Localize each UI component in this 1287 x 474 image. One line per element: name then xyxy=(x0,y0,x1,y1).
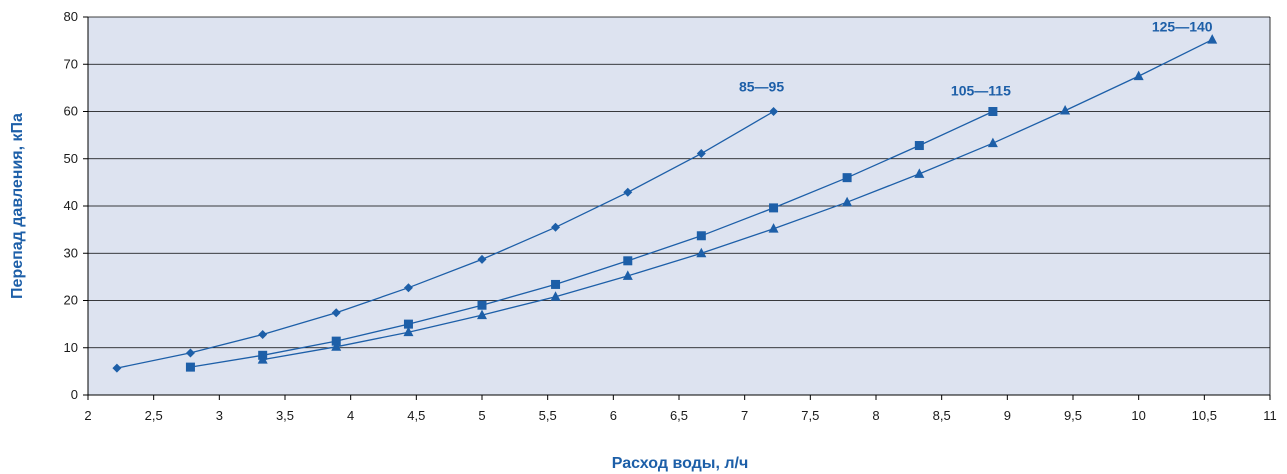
data-point xyxy=(988,107,998,116)
data-point xyxy=(403,326,414,337)
data-point xyxy=(914,168,925,178)
x-tick-labels: 2 2,5 3 3,5 4 4,5 5 5,5 6 6,5 7 7,5 8 8,5 9 9,5 10 10,5 11 xyxy=(84,408,1276,423)
y-tick-label: 40 xyxy=(64,198,78,213)
x-tick-label: 10,5 xyxy=(1192,408,1217,423)
data-point xyxy=(1060,105,1071,115)
data-point xyxy=(331,308,341,318)
data-point xyxy=(1133,70,1144,81)
data-point xyxy=(842,173,852,183)
data-point xyxy=(403,319,413,329)
data-point xyxy=(331,336,341,346)
series-square xyxy=(185,107,998,372)
data-point xyxy=(550,291,561,301)
x-tick-label: 2 xyxy=(84,408,91,423)
series-label: 105—115 xyxy=(951,83,1011,99)
x-tick-label: 2,5 xyxy=(145,408,163,423)
data-point xyxy=(696,231,706,241)
y-tick-label: 20 xyxy=(64,293,78,308)
data-point xyxy=(769,203,779,213)
data-point xyxy=(551,222,561,232)
data-point xyxy=(623,256,633,266)
series-line xyxy=(262,39,1213,361)
x-tick-label: 8,5 xyxy=(933,408,951,423)
data-point xyxy=(257,354,268,364)
y-tick-label: 70 xyxy=(64,56,78,71)
y-tick-labels: 0 10 20 30 40 50 60 70 80 xyxy=(64,9,78,402)
series-layer xyxy=(112,34,1218,373)
data-point xyxy=(842,196,853,207)
y-tick-label: 10 xyxy=(64,340,78,355)
x-tick-label: 5,5 xyxy=(539,408,557,423)
data-point xyxy=(185,362,195,372)
series-label: 85—95 xyxy=(739,79,784,95)
x-tick-label: 4,5 xyxy=(407,408,425,423)
y-tick-label: 80 xyxy=(64,9,78,24)
data-point xyxy=(769,107,779,116)
x-tick-label: 10 xyxy=(1131,408,1145,423)
series-label-layer: 85—95 105—115 125—140 xyxy=(739,19,1213,99)
data-point xyxy=(477,309,487,320)
data-point xyxy=(477,300,487,310)
x-tick-label: 5 xyxy=(478,408,485,423)
data-point xyxy=(258,330,268,340)
data-point xyxy=(331,341,342,351)
data-point xyxy=(696,149,706,159)
x-tick-label: 3 xyxy=(216,408,223,423)
x-tick-label: 9 xyxy=(1004,408,1011,423)
y-tick-label: 50 xyxy=(64,151,78,166)
data-point xyxy=(1207,34,1218,44)
y-axis-title: Перепад давления, кПа xyxy=(9,113,26,299)
x-tick-label: 11 xyxy=(1263,408,1277,423)
data-point xyxy=(696,247,707,258)
x-tick-label: 6 xyxy=(610,408,617,423)
data-point xyxy=(185,348,195,358)
x-axis-title: Расход воды, л/ч xyxy=(612,455,749,472)
x-tick-label: 3,5 xyxy=(276,408,294,423)
x-tick-label: 4 xyxy=(347,408,354,423)
y-tick-label: 60 xyxy=(64,104,78,119)
data-point xyxy=(987,137,998,148)
series-line xyxy=(190,110,994,368)
x-tick-label: 9,5 xyxy=(1064,408,1082,423)
series-line xyxy=(116,110,774,369)
series-triangle xyxy=(257,34,1218,364)
data-point xyxy=(914,141,924,151)
data-point xyxy=(551,279,561,289)
data-point xyxy=(403,283,413,293)
y-tick-label: 30 xyxy=(64,245,78,260)
data-point xyxy=(112,363,122,373)
data-point xyxy=(623,187,633,197)
data-point xyxy=(477,254,487,264)
data-point xyxy=(622,270,633,280)
series-label: 125—140 xyxy=(1152,19,1213,35)
axes xyxy=(83,16,1271,400)
series-diamond xyxy=(112,107,779,373)
data-point xyxy=(768,223,779,233)
x-tick-label: 7 xyxy=(741,408,748,423)
y-tick-label: 0 xyxy=(71,387,78,402)
x-tick-label: 8 xyxy=(872,408,879,423)
x-tick-label: 7,5 xyxy=(801,408,819,423)
x-tick-label: 6,5 xyxy=(670,408,688,423)
